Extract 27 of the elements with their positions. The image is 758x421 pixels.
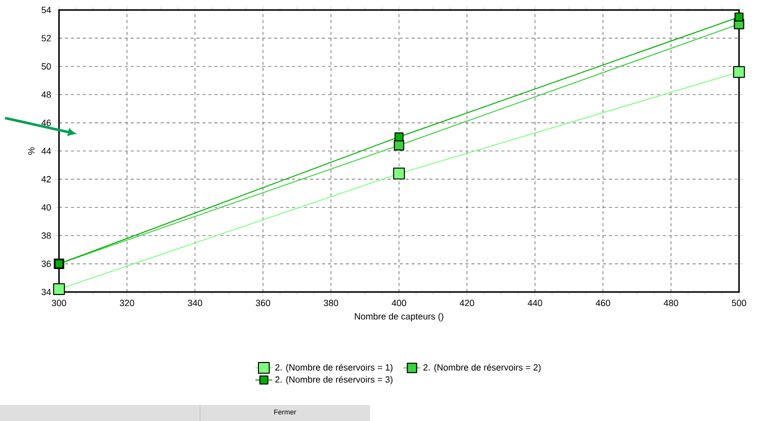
y-tick-label: 48 <box>41 91 51 98</box>
legend-label: 2. (Nombre de réservoirs = 3) <box>275 376 392 384</box>
y-tick-label: 34 <box>42 288 51 296</box>
y-axis-title: % <box>28 147 34 155</box>
x-tick-label: 380 <box>324 300 338 306</box>
y-tick-label: 42 <box>41 176 51 182</box>
y-tick-label: 44 <box>41 148 51 154</box>
x-tick-label: 340 <box>188 300 202 306</box>
x-tick-label: 300 <box>52 300 66 306</box>
y-tick-label: 52 <box>42 35 51 42</box>
x-tick-label: 400 <box>392 300 406 306</box>
x-tick-label: 420 <box>460 300 474 306</box>
x-tick-label: 440 <box>528 300 542 306</box>
x-tick-label: 460 <box>596 300 610 306</box>
y-tick-label: 36 <box>42 260 51 267</box>
x-axis-title: Nombre de capteurs () <box>354 312 444 322</box>
x-tick-label: 480 <box>664 300 678 306</box>
y-tick-label: 50 <box>42 63 51 70</box>
y-tick-label: 46 <box>41 120 51 126</box>
x-tick-label: 500 <box>732 300 746 306</box>
y-tick-label: 40 <box>41 204 51 211</box>
y-tick-label: 38 <box>42 232 51 239</box>
x-tick-label: 320 <box>120 300 134 306</box>
x-tick-label: 360 <box>256 300 270 306</box>
legend-label: 2. (Nombre de réservoirs = 2) <box>423 364 541 372</box>
legend-label: 2. (Nombre de réservoirs = 1) <box>275 364 392 372</box>
y-tick-label: 54 <box>42 6 51 14</box>
